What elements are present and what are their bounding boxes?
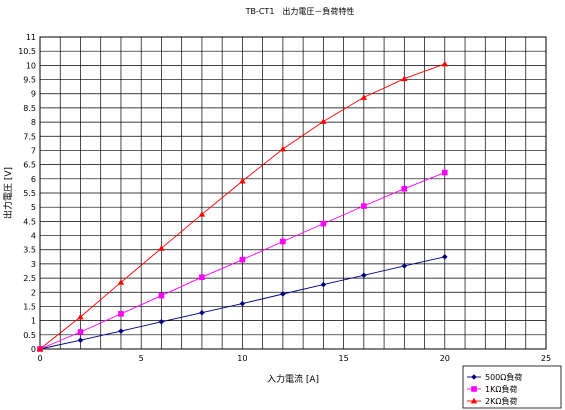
legend-marker bbox=[471, 386, 477, 392]
x-tick-label: 20 bbox=[440, 354, 450, 363]
legend-label: 500Ω負荷 bbox=[485, 372, 522, 382]
chart-title: TB-CT1 出力電圧－負荷特性 bbox=[245, 6, 355, 16]
legend-item: 2KΩ負荷 bbox=[467, 396, 517, 406]
y-tick-label: 5.5 bbox=[23, 189, 36, 198]
data-point bbox=[401, 185, 408, 192]
data-point bbox=[280, 291, 286, 297]
x-tick-label: 0 bbox=[37, 354, 42, 363]
y-tick-label: 8 bbox=[31, 118, 36, 127]
y-tick-label: 1.5 bbox=[23, 302, 36, 311]
y-tick-label: 8.5 bbox=[23, 104, 36, 113]
y-tick-label: 0 bbox=[31, 345, 36, 354]
data-point bbox=[199, 274, 205, 281]
data-point bbox=[77, 313, 84, 320]
y-tick-label: 10 bbox=[26, 61, 36, 70]
data-point bbox=[401, 263, 408, 269]
y-tick-label: 3 bbox=[31, 260, 36, 269]
y-tick-label: 7 bbox=[31, 146, 36, 155]
y-tick-label: 5 bbox=[31, 203, 36, 212]
x-tick-label: 15 bbox=[339, 354, 349, 363]
data-point bbox=[279, 145, 287, 152]
data-point bbox=[280, 238, 286, 245]
data-point bbox=[158, 292, 165, 299]
data-point bbox=[401, 75, 408, 82]
x-axis-label: 入力電流 [A] bbox=[267, 373, 319, 385]
y-axis-label: 出力電圧 [V] bbox=[2, 167, 14, 219]
data-point bbox=[239, 300, 246, 307]
x-axis-ticks: 0 5 10 15 20 25 bbox=[37, 354, 551, 363]
legend: 500Ω負荷 1KΩ負荷 2KΩ負荷 bbox=[462, 365, 562, 409]
legend-item: 1KΩ負荷 bbox=[467, 384, 517, 394]
legend-item: 500Ω負荷 bbox=[467, 372, 522, 382]
y-axis-ticks: 0 0.5 1 1.5 2 2.5 3 3.5 4 4.5 5 5.5 6 6.5 7 7.5 8 8.5 9 9.5… bbox=[18, 33, 36, 354]
y-tick-label: 9.5 bbox=[23, 76, 36, 85]
y-tick-label: 1 bbox=[31, 317, 36, 326]
x-tick-label: 25 bbox=[541, 354, 551, 363]
data-point bbox=[441, 60, 448, 67]
data-point bbox=[36, 345, 44, 352]
y-tick-label: 4 bbox=[31, 232, 36, 241]
data-point bbox=[320, 220, 327, 227]
data-point bbox=[117, 279, 125, 285]
data-point bbox=[158, 245, 165, 251]
y-tick-label: 7.5 bbox=[23, 132, 36, 141]
x-tick-label: 10 bbox=[237, 354, 247, 363]
data-point bbox=[320, 118, 327, 124]
x-tick-label: 5 bbox=[139, 354, 144, 363]
y-tick-label: 6.5 bbox=[23, 161, 36, 170]
data-point bbox=[199, 309, 205, 316]
y-tick-label: 4.5 bbox=[23, 217, 36, 226]
data-point bbox=[77, 329, 84, 335]
data-point bbox=[118, 328, 124, 334]
data-point bbox=[239, 177, 246, 184]
y-tick-label: 10.5 bbox=[18, 47, 36, 56]
plot-frame bbox=[39, 36, 547, 350]
data-point bbox=[198, 211, 206, 217]
data-point bbox=[158, 318, 165, 325]
y-tick-label: 3.5 bbox=[23, 246, 36, 255]
data-point bbox=[361, 203, 367, 209]
legend-label: 1KΩ負荷 bbox=[485, 384, 517, 394]
data-point bbox=[239, 256, 246, 263]
y-tick-label: 9 bbox=[31, 90, 36, 99]
data-point bbox=[361, 272, 367, 279]
series-layer bbox=[36, 60, 448, 352]
y-tick-label: 6 bbox=[31, 175, 36, 184]
data-point bbox=[442, 254, 448, 260]
data-point bbox=[118, 311, 124, 317]
legend-marker bbox=[471, 374, 477, 380]
y-tick-label: 11 bbox=[26, 33, 36, 42]
data-point bbox=[442, 169, 448, 176]
data-point bbox=[320, 281, 327, 288]
y-tick-label: 0.5 bbox=[23, 331, 36, 340]
data-point bbox=[360, 94, 368, 100]
y-tick-label: 2.5 bbox=[23, 274, 36, 283]
legend-marker bbox=[470, 397, 478, 404]
data-point bbox=[77, 337, 84, 344]
legend-label: 2KΩ負荷 bbox=[485, 396, 517, 406]
y-tick-label: 2 bbox=[31, 288, 36, 297]
series-3 bbox=[36, 60, 448, 352]
grid bbox=[40, 37, 546, 349]
